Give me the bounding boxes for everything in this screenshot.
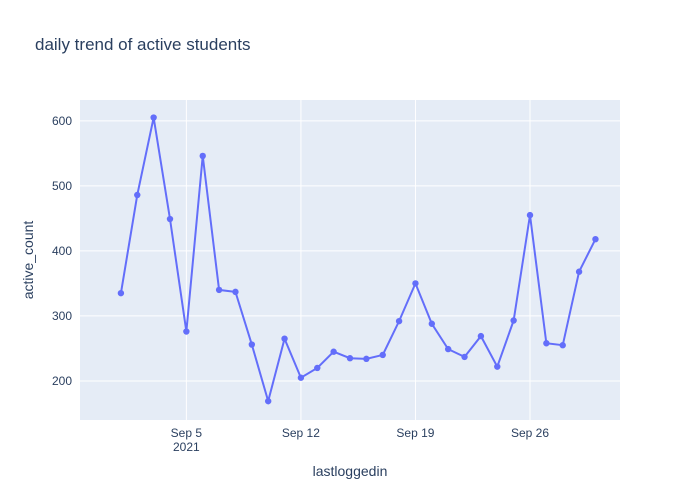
x-tick-label: Sep 26: [511, 426, 549, 440]
data-point[interactable]: [412, 280, 419, 287]
data-point[interactable]: [264, 397, 272, 405]
chart-title: daily trend of active students: [35, 35, 250, 54]
data-point[interactable]: [166, 215, 174, 223]
x-axis-title: lastloggedin: [313, 463, 388, 479]
data-point[interactable]: [297, 374, 305, 381]
data-point[interactable]: [444, 345, 452, 353]
data-point[interactable]: [314, 364, 321, 372]
data-point[interactable]: [134, 191, 141, 199]
data-point[interactable]: [526, 211, 534, 219]
data-point[interactable]: [346, 355, 354, 362]
data-point[interactable]: [248, 341, 256, 348]
data-point[interactable]: [559, 342, 566, 349]
data-point[interactable]: [379, 351, 386, 359]
data-point[interactable]: [150, 114, 157, 121]
y-axis-ticks: 200 300 400 500 600: [52, 114, 72, 388]
data-point[interactable]: [183, 328, 190, 335]
data-point[interactable]: [510, 317, 517, 324]
plot-area: [80, 100, 620, 420]
data-point[interactable]: [395, 317, 403, 325]
data-point[interactable]: [232, 288, 239, 296]
data-point[interactable]: [330, 348, 337, 355]
x-gridlines: [185, 100, 531, 420]
data-point[interactable]: [215, 286, 223, 294]
y-axis-title: active_count: [20, 221, 36, 300]
y-tick-label: 400: [52, 244, 72, 258]
y-tick-label: 500: [52, 179, 72, 193]
data-point[interactable]: [363, 355, 370, 363]
data-point[interactable]: [281, 335, 288, 342]
data-point[interactable]: [428, 320, 436, 327]
data-point[interactable]: [494, 363, 501, 370]
y-tick-label: 300: [52, 309, 72, 323]
y-tick-label: 200: [52, 374, 72, 388]
y-tick-label: 600: [52, 114, 72, 128]
x-tick-label: Sep 12: [282, 426, 320, 440]
x-tick-year-label: 2021: [173, 440, 200, 454]
x-tick-label: Sep 5: [171, 426, 203, 440]
data-points: [117, 114, 599, 405]
data-point[interactable]: [592, 235, 599, 243]
data-point[interactable]: [117, 289, 125, 297]
data-point[interactable]: [543, 340, 550, 347]
x-tick-label: Sep 19: [396, 426, 434, 440]
series-line: [119, 117, 597, 405]
data-point[interactable]: [199, 152, 206, 160]
data-point[interactable]: [477, 332, 485, 340]
data-point[interactable]: [461, 353, 468, 361]
data-point[interactable]: [575, 268, 583, 275]
